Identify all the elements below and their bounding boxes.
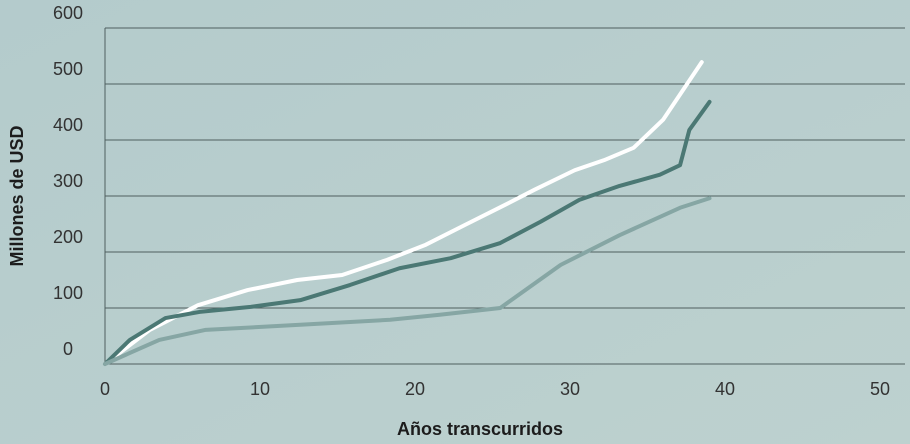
line-series: [103, 99, 712, 366]
x-tick-label: 0: [100, 379, 110, 399]
x-tick-label: 40: [715, 379, 735, 399]
x-tick-label: 50: [870, 379, 890, 399]
y-tick-label: 100: [53, 283, 83, 303]
x-tick-label: 30: [560, 379, 580, 399]
line-series: [103, 60, 704, 366]
x-tick-label: 10: [250, 379, 270, 399]
y-tick-label: 200: [53, 227, 83, 247]
y-tick-label: 0: [63, 339, 73, 359]
line-series: [103, 196, 712, 366]
y-tick-label: 600: [53, 3, 83, 23]
y-tick-label: 400: [53, 115, 83, 135]
y-tick-label: 500: [53, 59, 83, 79]
x-tick-label: 20: [405, 379, 425, 399]
y-tick-label: 300: [53, 171, 83, 191]
y-axis-title: Millones de USD: [7, 125, 27, 266]
x-axis-title: Años transcurridos: [397, 419, 563, 439]
